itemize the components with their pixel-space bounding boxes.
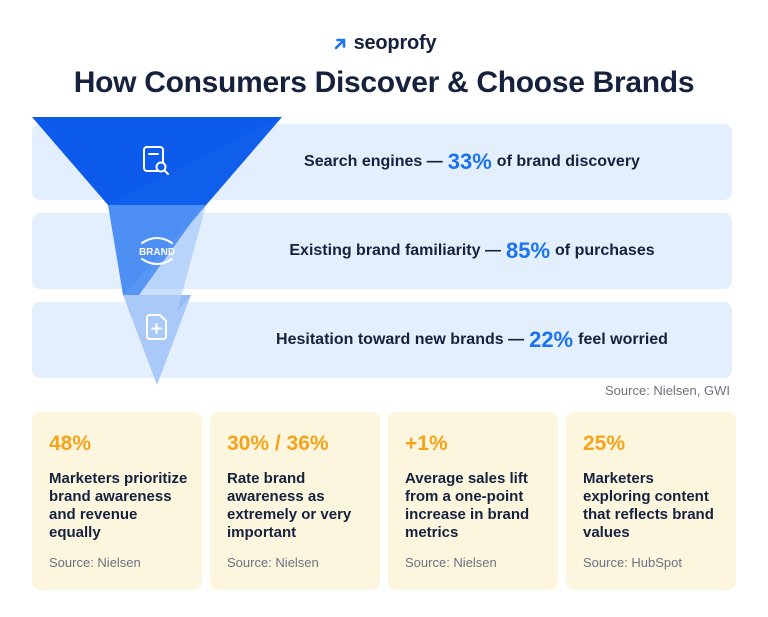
stage-percent: 33% bbox=[447, 149, 492, 174]
card-source: Source: Nielsen bbox=[49, 555, 141, 570]
card-description: Rate brand awareness as extremely or ver… bbox=[227, 470, 352, 541]
funnel-source: Source: Nielsen, GWI bbox=[605, 383, 730, 398]
stage-text: Hesitation toward new brands — 22% feel … bbox=[232, 302, 712, 378]
stage-lead: Hesitation toward new brands — bbox=[276, 331, 525, 348]
card-stat: +1% bbox=[405, 432, 448, 455]
stage-lead: Existing brand familiarity — bbox=[289, 242, 501, 259]
stage-percent: 22% bbox=[529, 327, 574, 352]
logo-text: seoprofy bbox=[353, 32, 437, 54]
funnel-shade-top bbox=[108, 117, 282, 223]
stage-percent: 85% bbox=[505, 238, 551, 263]
funnel-graphic: BRAND bbox=[32, 117, 282, 385]
card-source: Source: HubSpot bbox=[583, 555, 683, 570]
brand-badge-text: BRAND bbox=[139, 247, 175, 258]
card-source: Source: Nielsen bbox=[405, 555, 497, 570]
card-stat: 25% bbox=[583, 432, 626, 455]
card-description: Marketers exploring content that reflect… bbox=[583, 470, 714, 541]
funnel-segment-middle bbox=[108, 205, 206, 295]
stage-text: Existing brand familiarity — 85% of purc… bbox=[232, 213, 712, 289]
card-source: Source: Nielsen bbox=[227, 555, 319, 570]
page-title: How Consumers Discover & Choose Brands bbox=[73, 66, 695, 99]
arrow-up-right-icon bbox=[334, 38, 345, 49]
stage-tail: of brand discovery bbox=[496, 153, 640, 170]
funnel-shade-middle bbox=[123, 205, 206, 312]
card-description: Average sales lift from a one-point incr… bbox=[405, 470, 530, 541]
card-stat: 48% bbox=[49, 432, 92, 455]
stage-text: Search engines — 33% of brand discovery bbox=[232, 124, 712, 200]
card-description: Marketers prioritize brand awareness and… bbox=[49, 470, 188, 541]
add-document-icon bbox=[146, 314, 167, 340]
stat-card: 30% / 36% Rate brand awareness as extrem… bbox=[210, 412, 380, 590]
logo: seoprofy bbox=[0, 32, 768, 55]
stage-tail: feel worried bbox=[578, 331, 668, 348]
stat-card: 48% Marketers prioritize brand awareness… bbox=[32, 412, 202, 590]
stat-card: +1% Average sales lift from a one-point … bbox=[388, 412, 558, 590]
card-stat: 30% / 36% bbox=[227, 432, 329, 455]
brand-badge-icon: BRAND bbox=[139, 237, 175, 265]
funnel-segment-top bbox=[32, 117, 282, 205]
stage-tail: of purchases bbox=[555, 242, 655, 259]
stat-card: 25% Marketers exploring content that ref… bbox=[566, 412, 736, 590]
stage-lead: Search engines — bbox=[304, 153, 443, 170]
search-document-icon bbox=[143, 146, 169, 175]
